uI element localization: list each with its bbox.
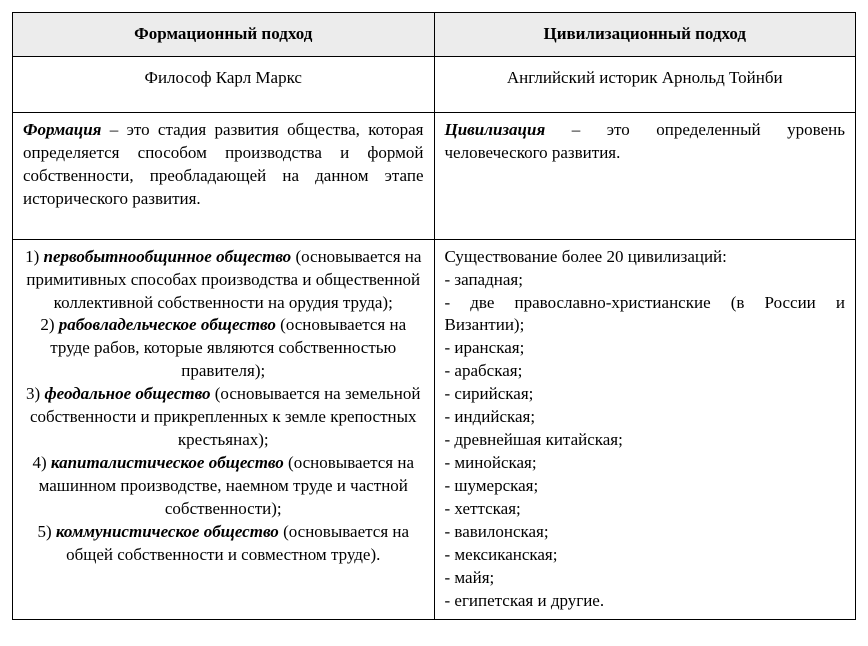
civilization-item: - мексиканская;: [445, 544, 846, 567]
term-left: Формация: [23, 120, 101, 139]
header-left: Формационный подход: [13, 13, 435, 57]
formation-item: 5) коммунистическое общество (основывает…: [23, 521, 424, 567]
definition-left: Формация – это стадия развития общества,…: [13, 112, 435, 239]
civilization-item: - арабская;: [445, 360, 846, 383]
lists-row: 1) первобытнообщинное общество (основыва…: [13, 239, 856, 619]
formation-item-number: 4): [32, 453, 50, 472]
civilization-item: - египетская и другие.: [445, 590, 846, 613]
formation-item-title: капиталистическое общество: [51, 453, 284, 472]
formations-list-cell: 1) первобытнообщинное общество (основыва…: [13, 239, 435, 619]
author-right: Английский историк Арнольд Тойнби: [434, 56, 856, 112]
civilization-item: - иранская;: [445, 337, 846, 360]
formation-item-number: 5): [37, 522, 55, 541]
formation-item: 3) феодальное общество (основывается на …: [23, 383, 424, 452]
formation-item-title: первобытнообщинное общество: [44, 247, 292, 266]
formation-item: 2) рабовладельческое общество (основывае…: [23, 314, 424, 383]
authors-row: Философ Карл Маркс Английский историк Ар…: [13, 56, 856, 112]
formation-item-label: 2) рабовладельческое общество: [40, 315, 276, 334]
author-left: Философ Карл Маркс: [13, 56, 435, 112]
civilization-item: - древнейшая китайская;: [445, 429, 846, 452]
formation-item-number: 3): [26, 384, 44, 403]
comparison-table: Формационный подход Цивилизационный подх…: [12, 12, 856, 620]
formation-item-number: 1): [25, 247, 43, 266]
formation-item-title: коммунистическое общество: [56, 522, 279, 541]
formation-item-label: 4) капиталистическое общество: [32, 453, 283, 472]
civilizations-intro: Существование более 20 цивилизаций:: [445, 246, 846, 269]
formation-item-label: 1) первобытнообщинное общество: [25, 247, 291, 266]
civilizations-list-cell: Существование более 20 цивилизаций:- зап…: [434, 239, 856, 619]
civilization-item: - две православно-христианские (в России…: [445, 292, 846, 338]
civilization-item: - шумерская;: [445, 475, 846, 498]
civilization-item: - хеттская;: [445, 498, 846, 521]
civilization-item: - индийская;: [445, 406, 846, 429]
header-right: Цивилизационный подход: [434, 13, 856, 57]
formation-item-number: 2): [40, 315, 58, 334]
civilization-item: - майя;: [445, 567, 846, 590]
civilization-item: - западная;: [445, 269, 846, 292]
formation-item-label: 5) коммунистическое общество: [37, 522, 278, 541]
header-row: Формационный подход Цивилизационный подх…: [13, 13, 856, 57]
definitions-row: Формация – это стадия развития общества,…: [13, 112, 856, 239]
formation-item-title: рабовладельческое общество: [59, 315, 276, 334]
definition-right: Цивилизация – это определенный уровень ч…: [434, 112, 856, 239]
formation-item-title: феодальное общество: [44, 384, 210, 403]
civilization-item: - вавилонская;: [445, 521, 846, 544]
formation-item-label: 3) феодальное общество: [26, 384, 210, 403]
civilization-item: - минойская;: [445, 452, 846, 475]
formation-item: 1) первобытнообщинное общество (основыва…: [23, 246, 424, 315]
formation-item: 4) капиталистическое общество (основывае…: [23, 452, 424, 521]
civilization-item: - сирийская;: [445, 383, 846, 406]
term-right: Цивилизация: [445, 120, 546, 139]
